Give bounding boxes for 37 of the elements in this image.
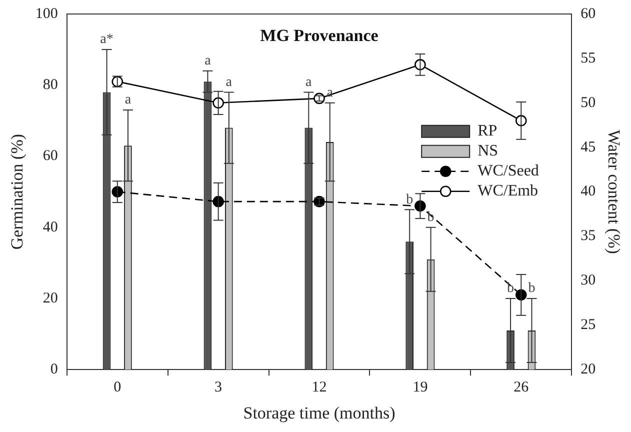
legend-label: NS: [478, 142, 498, 160]
x-tick-label: 19: [412, 380, 428, 396]
y-axis-title: Germination (%): [8, 134, 27, 250]
y2-tick-label: 20: [580, 362, 596, 378]
legend-label: WC/Emb: [478, 182, 538, 200]
y-tick-label: 100: [35, 6, 58, 22]
annotation: b: [406, 192, 414, 208]
x-tick-label: 12: [312, 380, 327, 396]
x-tick-label: 26: [514, 380, 530, 396]
annotation: b: [528, 281, 536, 296]
annotation: a: [226, 74, 233, 90]
annotation: a: [204, 54, 212, 69]
legend-label: RP: [478, 122, 498, 140]
y-tick-label: 0: [50, 362, 58, 378]
annotation: a: [306, 74, 313, 90]
annotation: a: [124, 92, 132, 108]
y2-tick-label: 55: [580, 50, 596, 66]
annotation: b: [507, 281, 514, 296]
y-tick-label: 60: [42, 148, 58, 164]
x-tick-label: 3: [214, 380, 222, 396]
y2-tick-label: 25: [580, 317, 596, 334]
y2-tick-label: 45: [580, 139, 596, 156]
y2-tick-label: 40: [580, 184, 596, 200]
annotation: a*: [100, 32, 114, 48]
y-tick-label: 80: [42, 77, 58, 94]
y2-tick-label: 50: [580, 94, 596, 111]
text: MG Provenance: [260, 26, 379, 45]
x-axis-title: Storage time (months): [243, 403, 396, 422]
y2-tick-label: 60: [580, 6, 596, 22]
y-tick-label: 20: [42, 290, 58, 306]
legend-label: WC/Seed: [478, 162, 539, 180]
y2-tick-label: 30: [580, 272, 596, 289]
y2-axis-title: Water content (%): [604, 130, 624, 254]
y2-tick-label: 35: [580, 228, 596, 244]
annotation: b: [427, 210, 434, 226]
x-tick-label: 0: [114, 380, 122, 396]
y-tick-label: 40: [42, 219, 58, 236]
